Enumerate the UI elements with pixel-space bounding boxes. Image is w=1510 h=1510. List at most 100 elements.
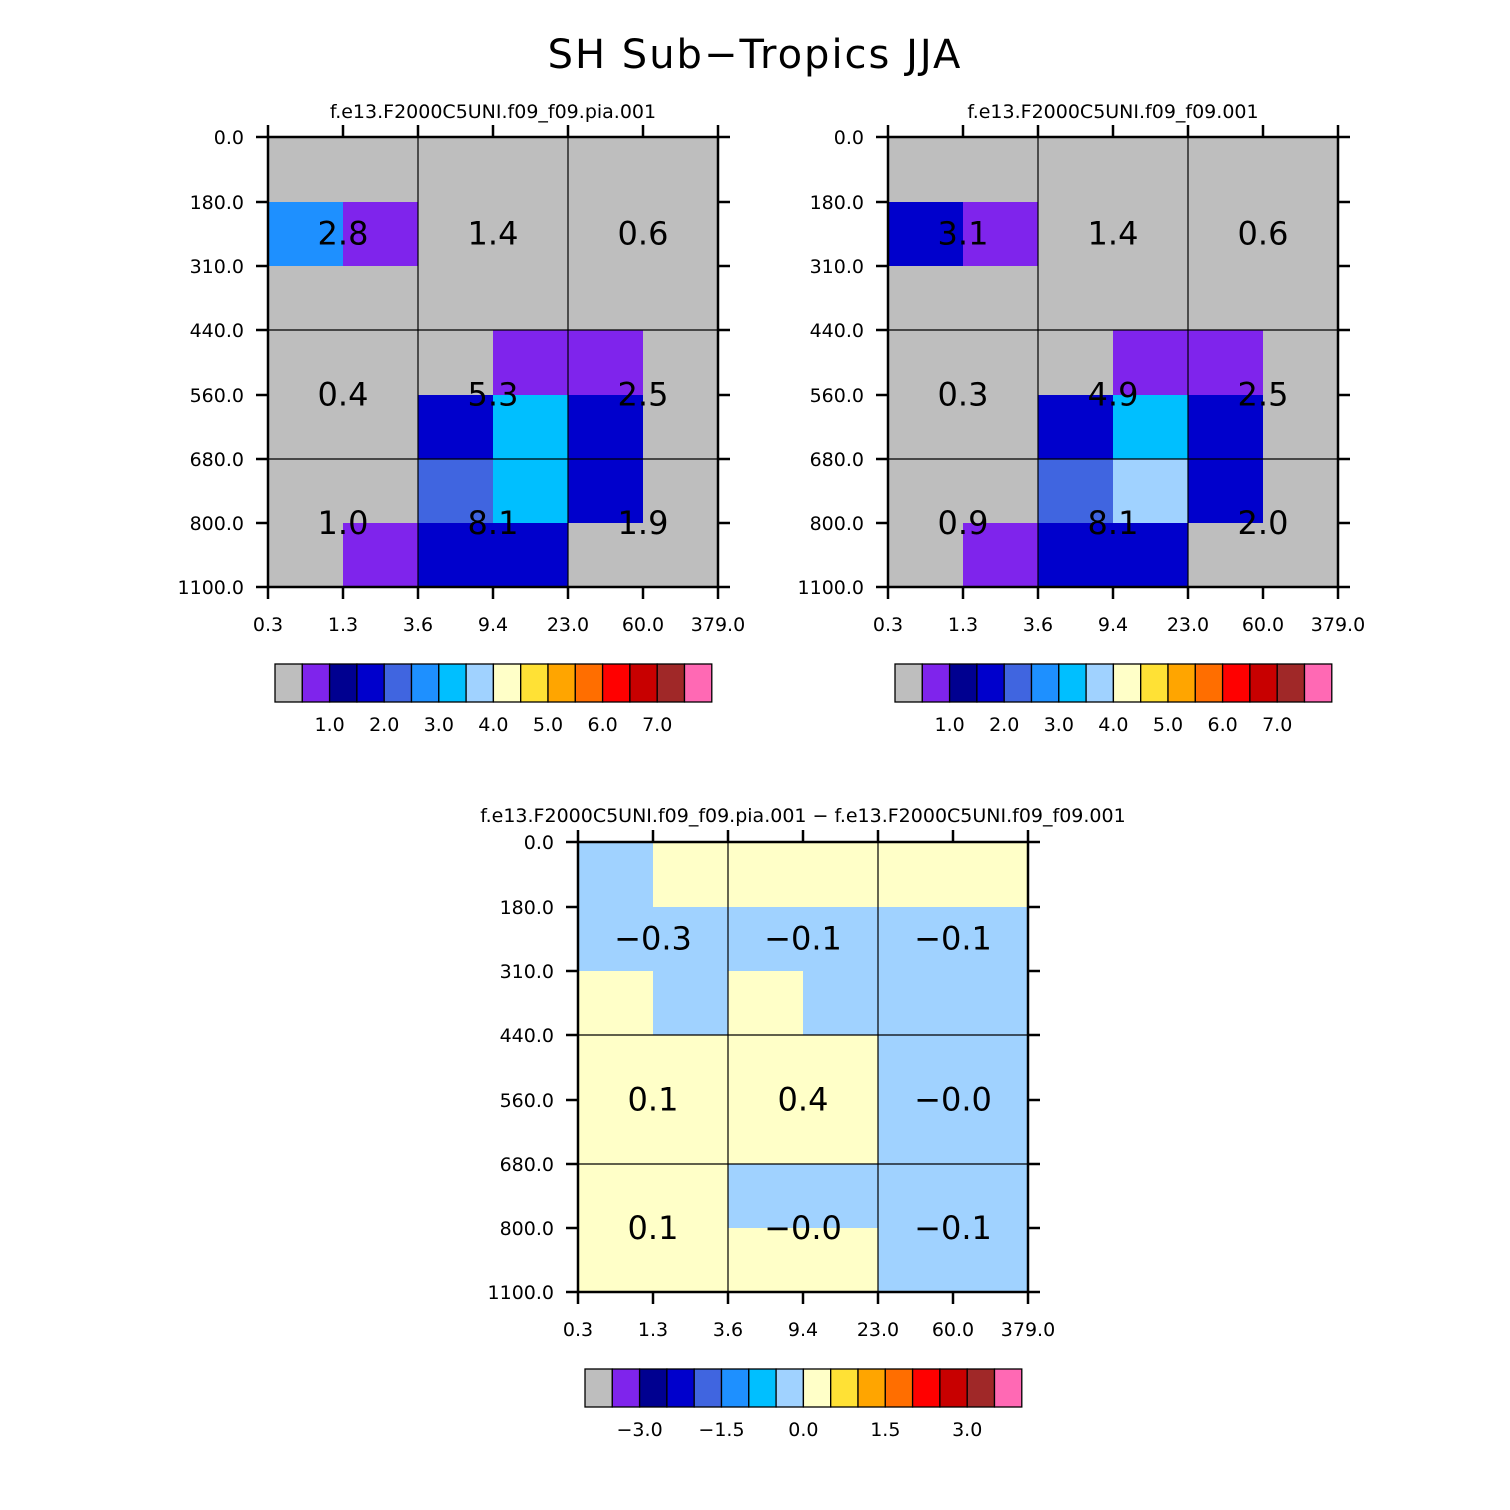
heatmap-cell [803,1228,879,1293]
main-title: SH Sub−Tropics JJA [548,32,963,78]
x-tick-label: 9.4 [478,614,508,636]
heatmap-cell [953,1100,1029,1165]
heatmap-cell [418,266,494,331]
heatmap-cell [878,971,954,1036]
heatmap-cell [653,1100,729,1165]
y-tick-label: 440.0 [190,320,244,342]
heatmap-cell [643,459,719,524]
panel-difference: f.e13.F2000C5UNI.f09_f09.pia.001 − f.e13… [480,805,1125,1441]
colorbar-swatch [328,663,358,703]
heatmap-cell [1188,459,1264,524]
x-tick-label: 9.4 [1098,614,1128,636]
heatmap-cell [653,1164,729,1229]
heatmap-cell [1038,266,1114,331]
x-tick-label: 60.0 [622,614,664,636]
heatmap-cell [268,395,344,460]
y-tick-label: 680.0 [500,1154,554,1176]
heatmap-cell [1038,523,1114,588]
colorbar-label: 3.0 [952,1419,982,1441]
x-tick-label: 3.6 [713,1319,743,1341]
heatmap-cell [888,137,964,203]
colorbar-swatch [948,663,978,703]
heatmap-cell [803,971,879,1036]
colorbar-swatch [438,663,467,703]
y-tick-label: 560.0 [500,1090,554,1112]
x-tick-label: 0.3 [253,614,283,636]
colorbar-swatch [601,663,631,703]
colorbar-swatch [802,1368,832,1408]
box-value-label: 5.3 [468,376,519,414]
heatmap-cell [1038,137,1114,203]
heatmap-cell [1263,266,1339,331]
y-tick-label: 310.0 [500,961,554,983]
panel-control: f.e13.F2000C5UNI.f09_f09.001 0.0 180.0 310… [798,101,1366,736]
box-value-label: 0.9 [938,504,989,542]
colorbar-label: −3.0 [617,1419,663,1441]
y-tick-label: 560.0 [810,385,864,407]
panel-pia: f.e13.F2000C5UNI.f09_f09.pia.001 0.0 180.… [178,101,746,736]
colorbar-swatch [584,1368,613,1408]
y-tick-label: 1100.0 [178,577,244,599]
heatmap-cell [578,907,654,972]
colorbar-swatch [1085,663,1115,703]
heatmap-cell [343,202,419,267]
heatmap-cell [963,395,1039,460]
colorbar-swatch [574,663,604,703]
heatmap-cell [878,842,954,908]
heatmap-cell [963,202,1039,267]
heatmap-cell [1188,395,1264,460]
heatmap-cell [728,842,804,908]
x-tick-label: 3.6 [403,614,433,636]
heatmap-cell [343,459,419,524]
heatmap-cell [803,842,879,908]
box-value-label: 0.1 [628,1209,679,1247]
heatmap-cell [653,1228,729,1293]
x-tick-label: 1.3 [328,614,358,636]
heatmap-cell [578,1035,654,1101]
x-tick-label: 1.3 [638,1319,668,1341]
colorbar-label: 2.0 [989,714,1019,736]
heatmap-cell [963,459,1039,524]
heatmap-cell [643,137,719,203]
colorbar-swatch [638,1368,668,1408]
heatmap-cell [1113,202,1189,267]
colorbar-swatch [656,663,686,703]
colorbar-label: 4.0 [1098,714,1128,736]
heatmap-cell [953,1035,1029,1101]
colorbar-swatch [921,663,951,703]
heatmap-cell [418,459,494,524]
heatmap-cell [803,1100,879,1165]
colorbar-swatch [383,663,413,703]
heatmap-cell [568,395,644,460]
x-tick-label: 60.0 [1242,614,1284,636]
heatmap-cell [953,842,1029,908]
box-value-label: 2.0 [1238,504,1289,542]
y-tick-label: 440.0 [810,320,864,342]
colorbar-label: 7.0 [1262,714,1292,736]
colorbar-swatch [1276,663,1306,703]
heatmap-cell [1038,330,1114,396]
y-tick-label: 440.0 [500,1025,554,1047]
heatmap-cell [878,907,954,972]
y-tick-label: 680.0 [190,449,244,471]
heatmap-cell [578,1228,654,1293]
heatmap-cell [268,266,344,331]
colorbar-swatch [301,663,331,703]
heatmap-cell [493,523,569,588]
heatmap-cell [653,971,729,1036]
heatmap-cell [888,330,964,396]
heatmap-cell [1263,395,1339,460]
box-value-label: 8.1 [468,504,519,542]
heatmap-cell [963,330,1039,396]
heatmap-cell [418,137,494,203]
heatmap-cell [953,1228,1029,1293]
heatmap-cell [953,971,1029,1036]
heatmap-cell [963,266,1039,331]
colorbar-label: 0.0 [788,1419,818,1441]
box-value-label: −0.1 [764,920,842,958]
heatmap-cell [1113,137,1189,203]
colorbar-swatch [465,663,495,703]
heatmap-cell [878,1164,954,1229]
heatmap-cell [643,523,719,588]
